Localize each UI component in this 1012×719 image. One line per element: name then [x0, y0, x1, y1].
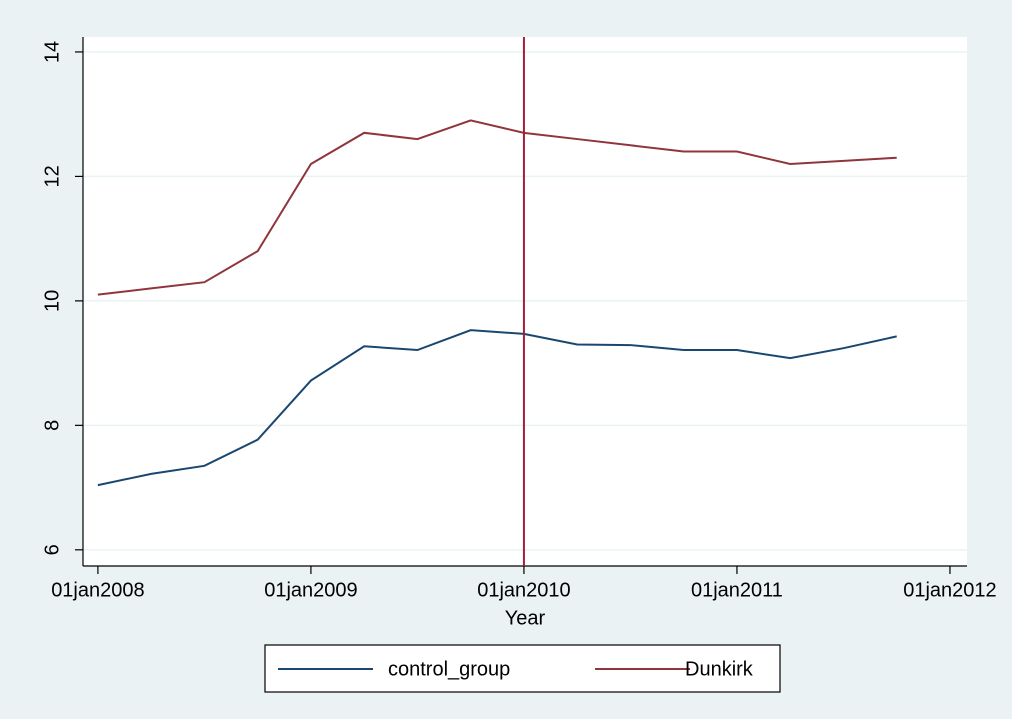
x-tick-label: 01jan2011	[691, 579, 783, 601]
x-tick-label: 01jan2010	[477, 579, 570, 601]
x-tick-label: 01jan2009	[264, 579, 357, 601]
y-tick-label: 8	[41, 420, 63, 431]
y-tick-label: 10	[41, 290, 63, 312]
x-axis-title: Year	[505, 607, 546, 629]
x-tick-label: 01jan2012	[903, 579, 996, 601]
y-tick-label: 14	[41, 41, 63, 63]
y-tick-label: 6	[41, 544, 63, 555]
data-line	[97, 329, 897, 487]
legend-label: control_group	[388, 658, 510, 680]
data-line	[97, 119, 897, 296]
y-tick-label: 12	[41, 165, 63, 187]
legend-label: Dunkirk	[685, 658, 754, 680]
x-tick-label: 01jan2008	[51, 579, 144, 601]
